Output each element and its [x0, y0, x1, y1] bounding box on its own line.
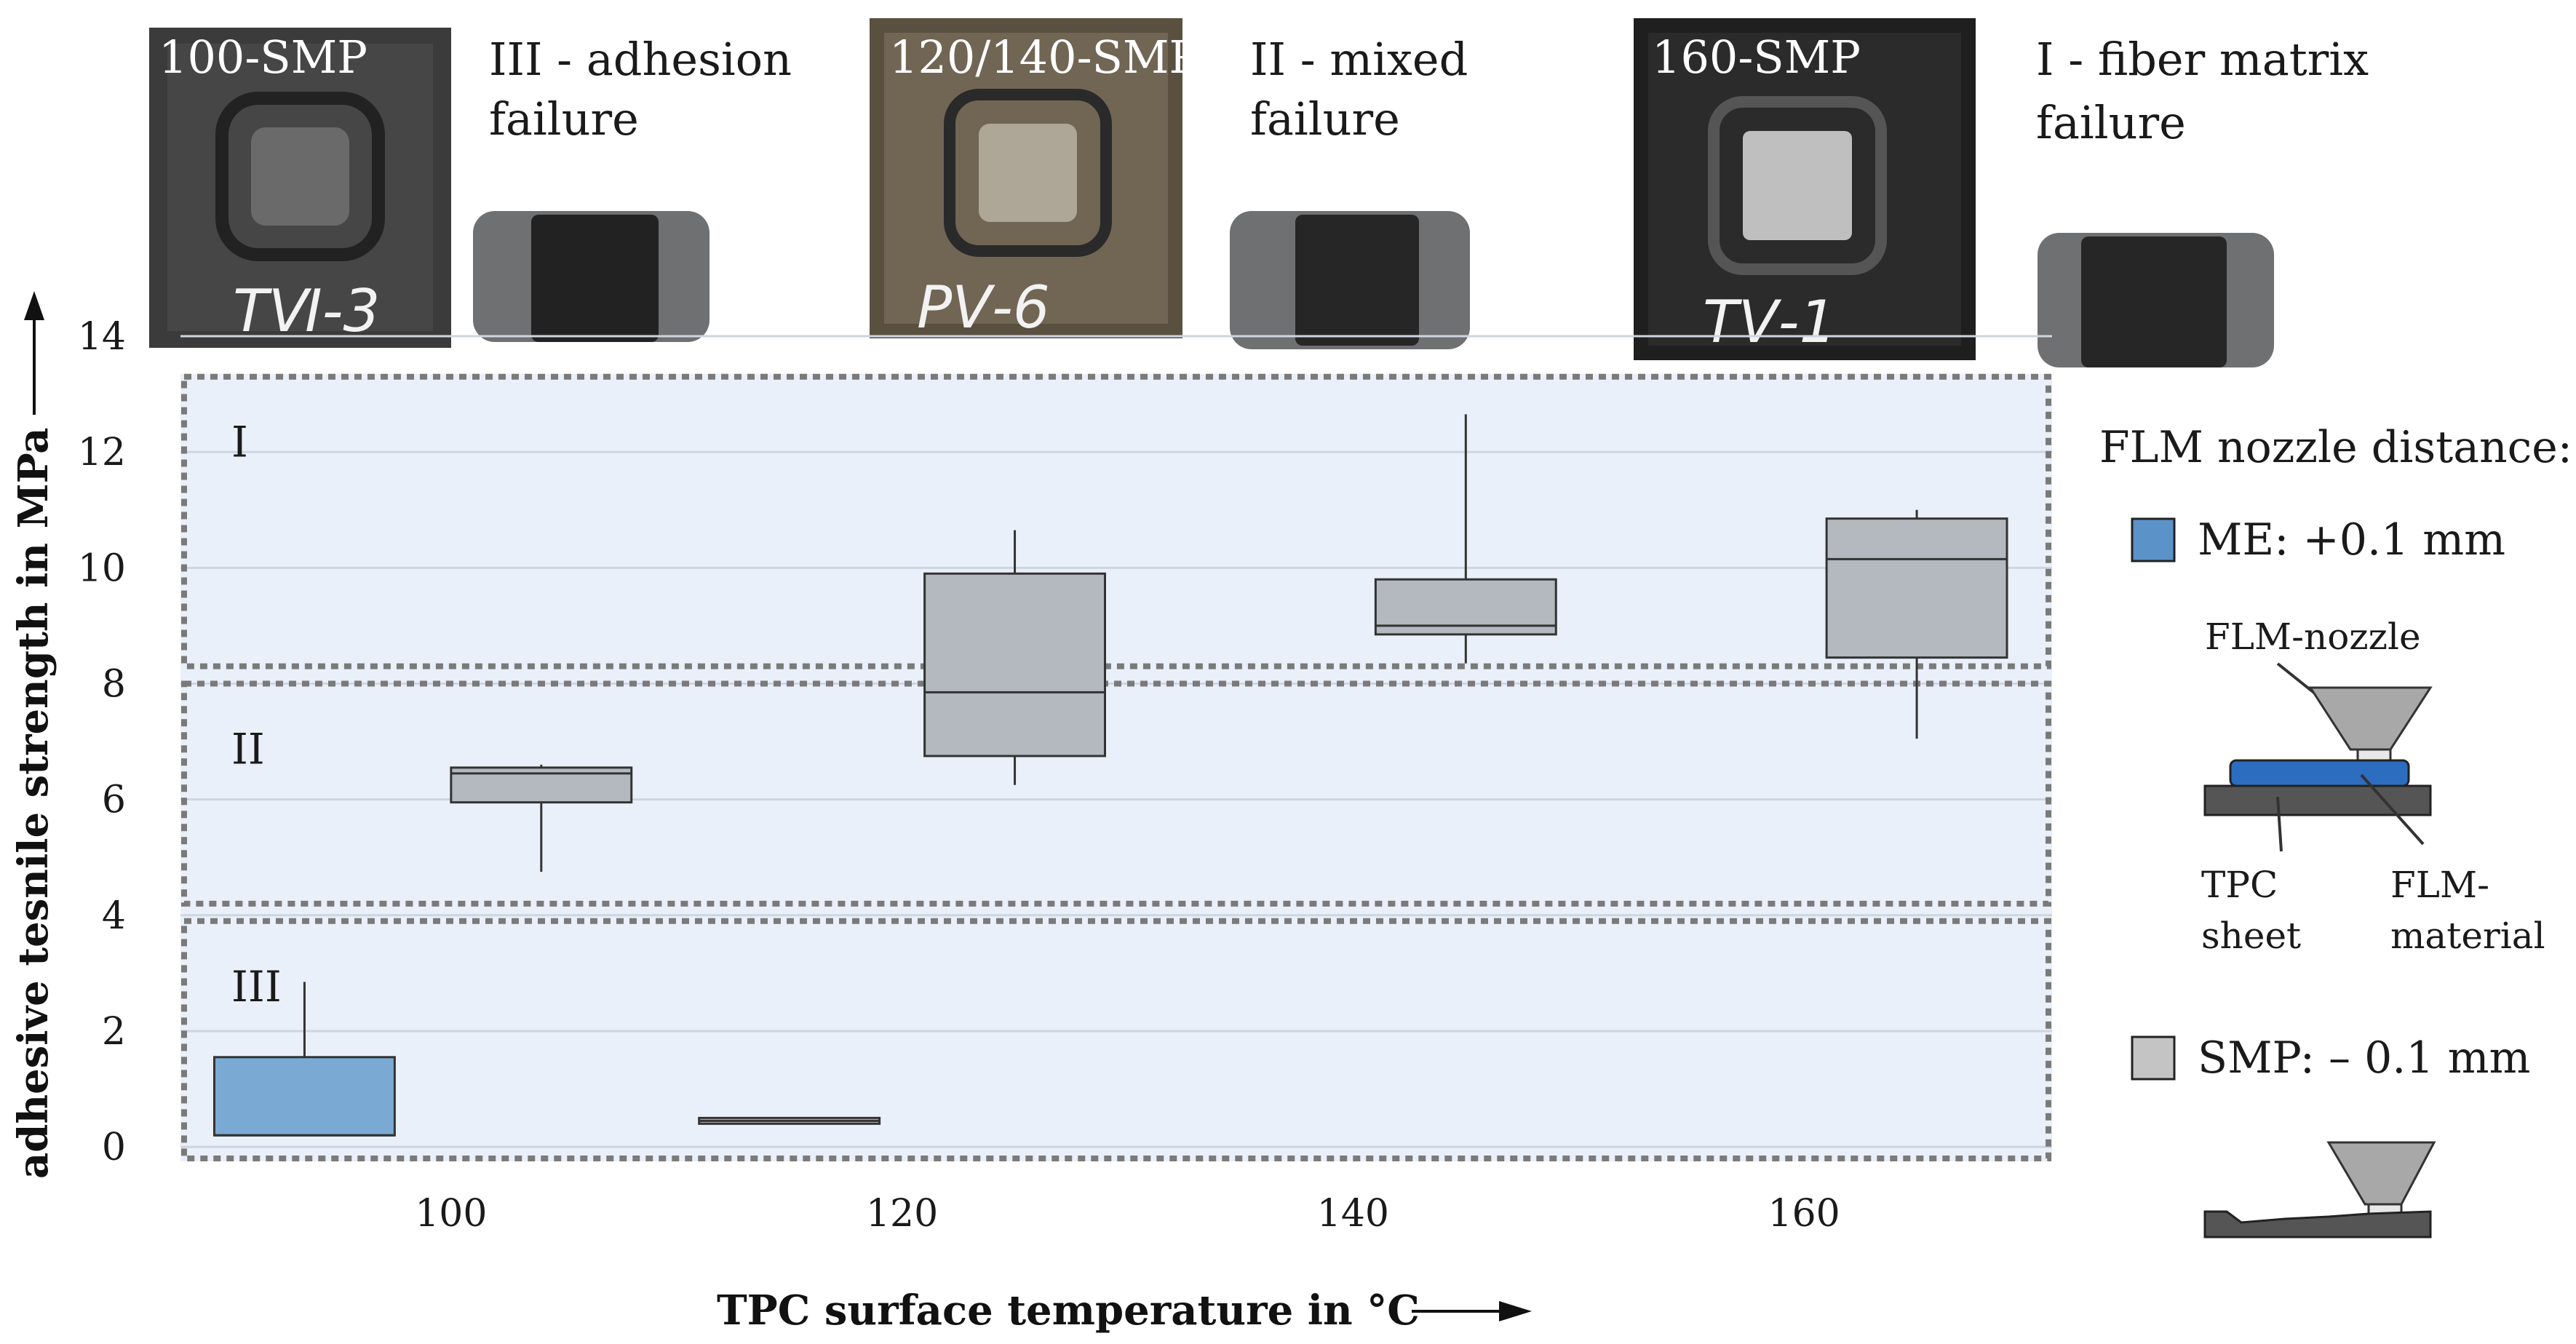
y-tick-label: 4 [102, 894, 126, 938]
box-iqr [212, 1056, 396, 1137]
boxes [212, 414, 2008, 1137]
smp-schematic [2203, 1141, 2436, 1238]
legend-swatch-smp [2131, 1035, 2176, 1081]
legend-title: FLM nozzle distance: [2099, 422, 2572, 473]
nozzle-icon [2326, 1141, 2436, 1206]
failure-region-label: I [231, 418, 248, 467]
me-schematic: FLM-nozzle TPC sheet FLM- material [2201, 616, 2545, 957]
y-tick-label: 14 [78, 315, 126, 359]
flm-label-line1: FLM- [2390, 864, 2489, 906]
x-axis-title: TPC surface temperature in °C [717, 1287, 1420, 1335]
grid-lines [180, 335, 2052, 1148]
failure-label-line1: I - fiber matrix [2036, 33, 2369, 86]
y-tick-label: 2 [102, 1010, 126, 1054]
cross-section-photo-1 [473, 211, 709, 342]
x-axis-arrow-head [1499, 1301, 1532, 1321]
cross-section-photo-3 [2038, 233, 2274, 367]
y-tick-labels: 0 2 4 6 8 10 12 14 [78, 315, 126, 1169]
photo-label: 100-SMP [159, 31, 367, 84]
y-tick-label: 8 [102, 662, 126, 706]
sample-photo-160-smp: 160-SMP TⅤ-1 [1634, 18, 1976, 360]
cross-section-photo-2 [1230, 211, 1470, 349]
nozzle-tip [2356, 748, 2392, 762]
photo-strip: 100-SMP TⅥ-3 III - adhesion failure 120/… [149, 18, 2369, 367]
print-pad [1743, 131, 1852, 240]
tpc-sheet [2203, 784, 2432, 816]
nozzle-icon [2308, 686, 2433, 751]
box [450, 764, 633, 872]
cross-section-core [1295, 215, 1419, 346]
flm-material-layer [2229, 759, 2410, 787]
sample-photo-120-140-smp: 120/140-SMP PⅤ-6 [870, 18, 1199, 341]
y-tick-label: 0 [102, 1126, 126, 1169]
photo-label: 120/140-SMP [889, 31, 1199, 84]
x-tick-label: 100 [415, 1192, 487, 1236]
cross-section-core [2081, 236, 2227, 367]
failure-region-box [181, 373, 2051, 669]
x-tick-label: 160 [1768, 1192, 1840, 1236]
box [1825, 509, 2008, 739]
print-outline [215, 92, 385, 261]
print-pad [979, 124, 1077, 222]
tpc-label-line2: sheet [2201, 915, 2301, 957]
box [698, 1116, 881, 1125]
cross-section-core [531, 215, 659, 342]
sample-marking: TⅥ-3 [233, 277, 380, 345]
box-iqr [923, 572, 1107, 758]
y-tick-label: 6 [102, 779, 126, 822]
failure-region-box [181, 680, 2051, 907]
failure-region-label: III [231, 962, 282, 1011]
failure-label-line1: III - adhesion [489, 33, 792, 86]
y-axis-title: adhesive tesnile strength in MPa [9, 428, 57, 1180]
y-axis-arrow-head [24, 291, 44, 320]
legend-swatch-me [2131, 517, 2176, 562]
flm-leader [2360, 774, 2425, 846]
tpc-sheet-sintered [2203, 1210, 2432, 1238]
box-iqr [1825, 517, 2008, 659]
sample-photo-100-smp: 100-SMP TⅥ-3 [149, 28, 451, 348]
failure-label-line2: failure [489, 92, 639, 146]
photo-label: 160-SMP [1652, 31, 1861, 84]
failure-region-box [181, 918, 2051, 1162]
failure-region-label: II [231, 724, 265, 774]
print-outline [1708, 96, 1887, 275]
box [923, 530, 1107, 785]
legend: FLM nozzle distance: ME: +0.1 mm FLM-noz… [2099, 422, 2572, 1238]
legend-label-smp: SMP: – 0.1 mm [2198, 1033, 2530, 1083]
sample-marking: PⅤ-6 [917, 274, 1050, 341]
sample-marking: TⅤ-1 [1703, 288, 1836, 356]
tpc-label-line1: TPC [2201, 864, 2278, 906]
failure-label-line1: II - mixed [1250, 33, 1468, 86]
tpc-leader [2276, 796, 2283, 852]
print-pad [251, 127, 349, 226]
box [212, 982, 396, 1137]
x-axis-title-group: TPC surface temperature in °C [717, 1287, 1532, 1335]
flm-label-line2: material [2390, 915, 2545, 957]
print-outline [944, 89, 1112, 257]
y-axis-title-group: adhesive tesnile strength in MPa [9, 291, 57, 1179]
y-tick-label: 10 [78, 546, 126, 590]
legend-label-me: ME: +0.1 mm [2198, 514, 2505, 565]
y-tick-label: 12 [78, 431, 126, 474]
x-tick-label: 140 [1317, 1192, 1389, 1236]
x-tick-label: 120 [866, 1192, 938, 1236]
failure-label-line2: failure [2036, 96, 2186, 149]
nozzle-label: FLM-nozzle [2205, 616, 2421, 658]
box [1374, 414, 1557, 664]
failure-label-line2: failure [1250, 92, 1400, 146]
x-tick-labels: 100 120 140 160 [415, 1192, 1840, 1236]
